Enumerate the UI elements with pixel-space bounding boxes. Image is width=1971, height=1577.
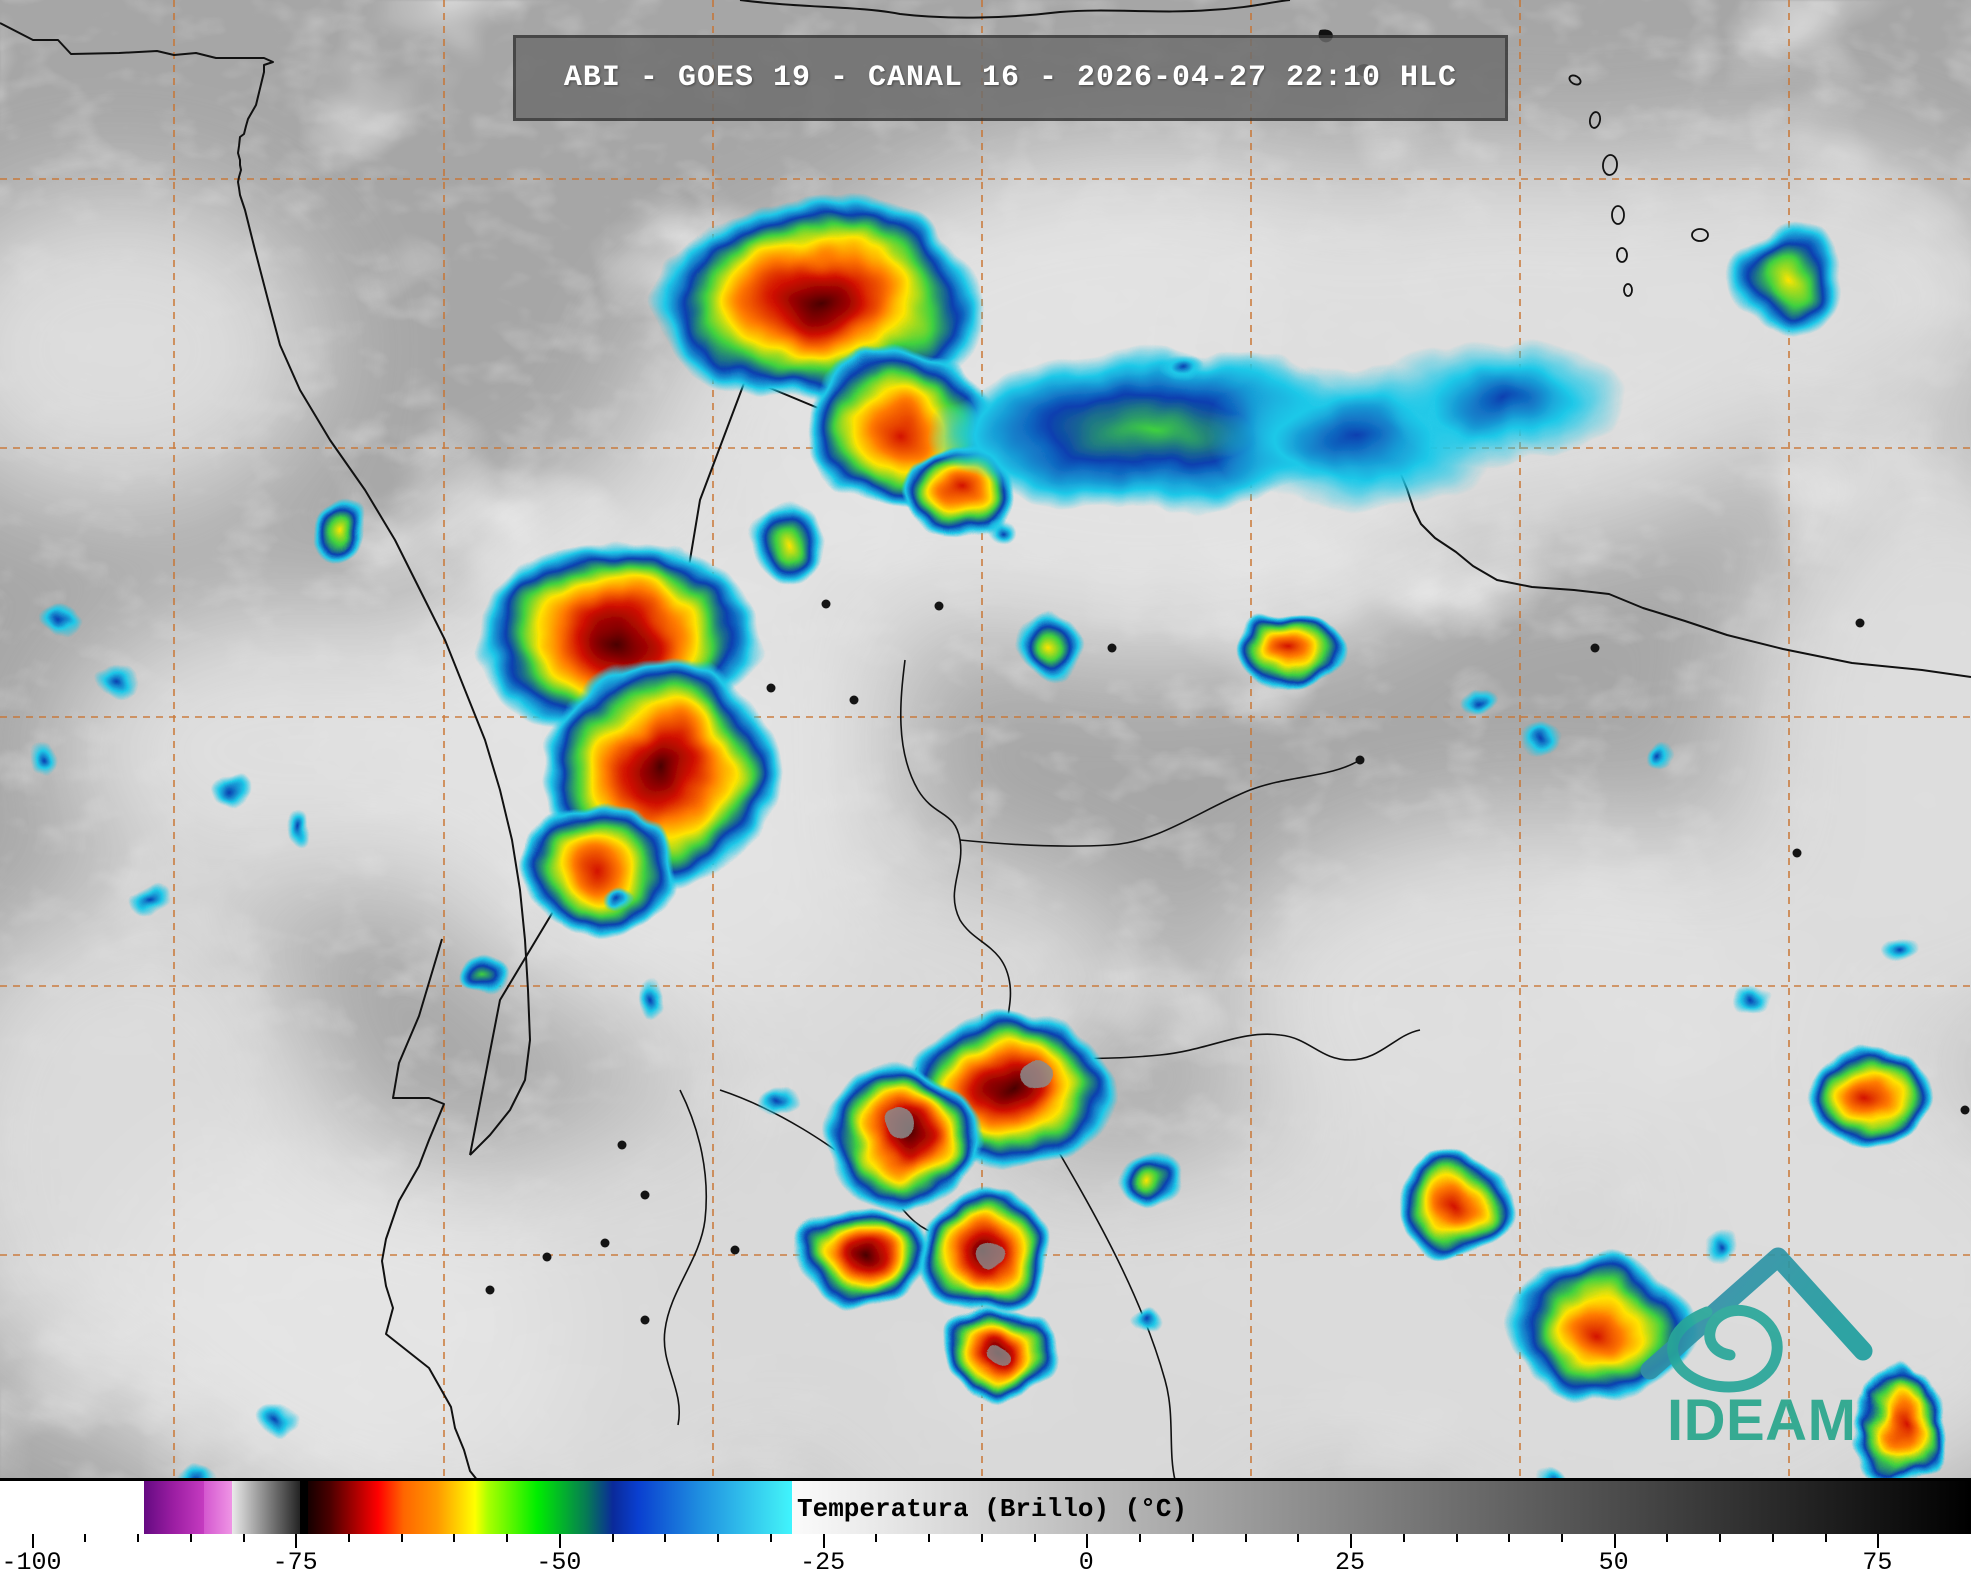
svg-text:IDEAM: IDEAM bbox=[1667, 1388, 1856, 1453]
